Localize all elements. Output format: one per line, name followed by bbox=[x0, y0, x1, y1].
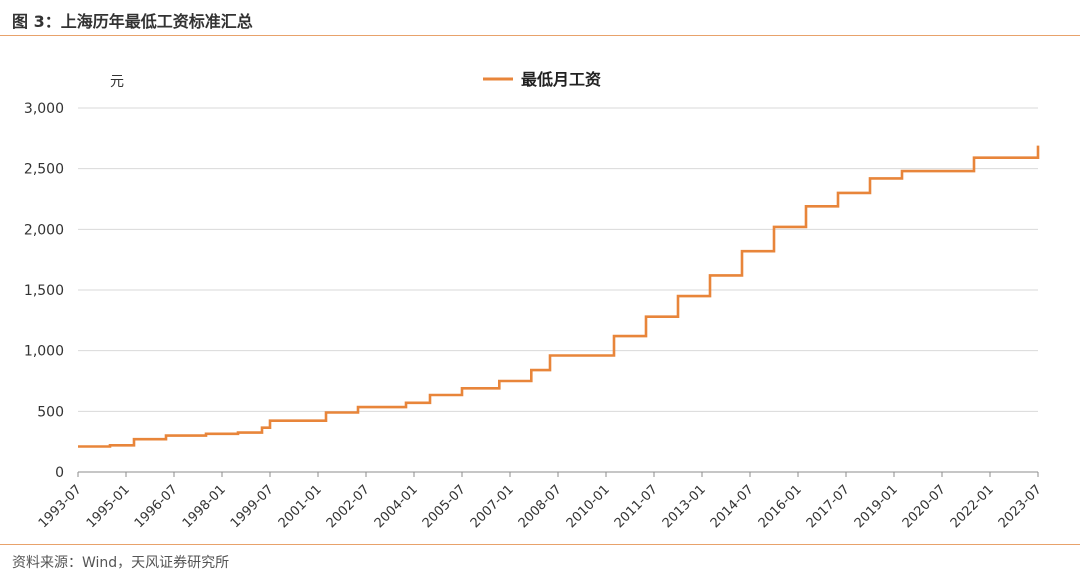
x-tick-label: 2008-07 bbox=[516, 482, 565, 531]
y-unit-label: 元 bbox=[110, 74, 124, 90]
series-line-最低月工资 bbox=[78, 145, 1040, 448]
x-tick-label: 2013-01 bbox=[660, 482, 709, 531]
x-tick-label: 1993-07 bbox=[36, 482, 85, 531]
x-tick-label: 2011-07 bbox=[612, 482, 661, 531]
figure-header: 图 3：上海历年最低工资标准汇总 bbox=[0, 0, 1080, 36]
x-tick-label: 1995-01 bbox=[84, 482, 133, 531]
x-tick-label: 2001-01 bbox=[276, 482, 325, 531]
legend: 最低月工资 bbox=[483, 70, 601, 89]
x-tick-label: 1998-01 bbox=[180, 482, 229, 531]
x-tick-label: 2010-01 bbox=[564, 482, 613, 531]
x-tick-label: 2016-01 bbox=[756, 482, 805, 531]
x-tick-label: 1996-07 bbox=[132, 482, 181, 531]
x-tick-label: 2022-01 bbox=[948, 482, 997, 531]
y-tick-label: 2,000 bbox=[24, 222, 64, 238]
x-tick-label: 2005-07 bbox=[420, 482, 469, 531]
minimum-wage-line-chart: 05001,0001,5002,0002,5003,000元1993-07199… bbox=[24, 70, 1045, 531]
x-tick-label: 2014-07 bbox=[708, 482, 757, 531]
axes: 05001,0001,5002,0002,5003,000元1993-07199… bbox=[24, 74, 1045, 531]
figure-title: 图 3：上海历年最低工资标准汇总 bbox=[12, 12, 253, 31]
y-tick-label: 2,500 bbox=[24, 162, 64, 178]
legend-label: 最低月工资 bbox=[521, 70, 601, 89]
y-tick-label: 0 bbox=[55, 465, 64, 481]
bottom-divider bbox=[0, 544, 1080, 545]
y-tick-label: 3,000 bbox=[24, 101, 64, 117]
x-tick-label: 2020-07 bbox=[900, 482, 949, 531]
x-tick-label: 2017-07 bbox=[804, 482, 853, 531]
series-layer bbox=[77, 145, 1040, 448]
y-tick-label: 1,500 bbox=[24, 283, 64, 299]
gridlines bbox=[78, 107, 1038, 412]
source-note: 资料来源：Wind，天风证券研究所 bbox=[12, 555, 230, 571]
x-tick-label: 2002-07 bbox=[324, 482, 373, 531]
top-divider bbox=[0, 35, 1080, 36]
y-tick-label: 1,000 bbox=[24, 344, 64, 360]
x-tick-label: 2023-07 bbox=[996, 482, 1045, 531]
x-tick-label: 2004-01 bbox=[372, 482, 421, 531]
y-tick-label: 500 bbox=[37, 404, 64, 420]
x-tick-label: 1999-07 bbox=[228, 482, 277, 531]
x-tick-label: 2007-01 bbox=[468, 482, 517, 531]
x-tick-label: 2019-01 bbox=[852, 482, 901, 531]
